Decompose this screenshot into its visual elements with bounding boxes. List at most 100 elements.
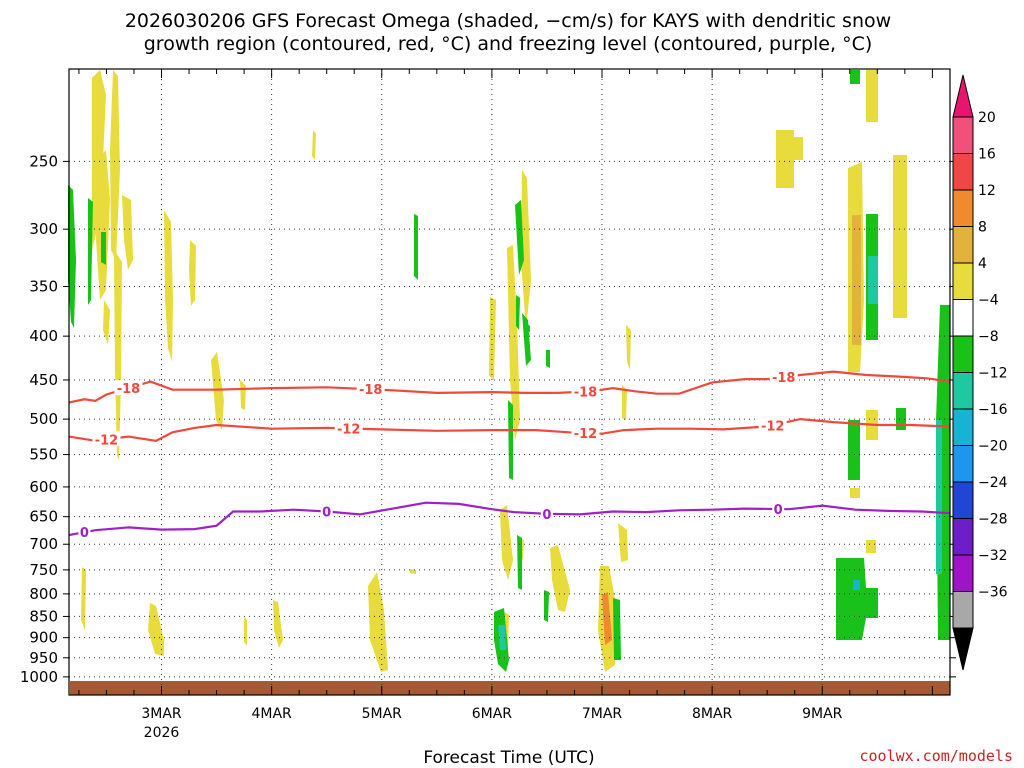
colorbar-level-label: −24: [978, 475, 1008, 491]
y-tick-label: 900: [29, 629, 58, 647]
omega-fill-moderate-ascent: [602, 592, 612, 645]
contour-label-bg: [571, 424, 600, 440]
y-tick-label: 250: [29, 152, 58, 170]
chart-title-line2: growth region (contoured, red, °C) and f…: [144, 33, 873, 55]
y-tick-label: 300: [29, 220, 58, 238]
contour-label: 0: [322, 505, 331, 520]
colorbar-segment: [952, 445, 974, 483]
contour-label: -12: [337, 423, 361, 438]
contour-label: -12: [761, 419, 785, 434]
y-axis: 250 300 350 400 450 500 550 600 650 700 750 800 850 9…: [20, 152, 956, 686]
contour-label: -18: [574, 386, 598, 401]
contour-label: -18: [117, 382, 141, 397]
contour-label: -18: [359, 383, 383, 398]
contour-label-bg: [758, 417, 787, 433]
contour-label: -18: [772, 371, 796, 386]
y-tick-label: 600: [29, 478, 58, 496]
y-tick-label: 550: [29, 446, 58, 464]
x-tick-label: 5MAR: [362, 706, 403, 722]
y-tick-label: 750: [29, 561, 58, 579]
y-tick-label: 1000: [20, 668, 58, 686]
y-tick-label: 800: [29, 585, 58, 603]
x-tick-label: 9MAR: [802, 706, 843, 722]
omega-fill-6mar-green: [414, 200, 621, 672]
x-axis-label: Forecast Time (UTC): [423, 748, 594, 768]
contour-label-bg: [769, 369, 798, 385]
temperature-contours: -18 -18 -18 -18 -12 -12 -12 -12 0 0 0 0: [68, 369, 951, 541]
colorbar-segment: [952, 408, 974, 446]
colorbar-level-label: −4: [978, 293, 999, 309]
contour-label-bg: [772, 501, 785, 517]
colorbar-segment: [952, 262, 974, 300]
contour-label-bg: [540, 505, 553, 521]
contour-label: 0: [542, 508, 551, 523]
contour-label-bg: [356, 381, 385, 397]
y-tick-label: 850: [29, 607, 58, 625]
colorbar-segment: [952, 153, 974, 191]
x-tick-label: 4MAR: [251, 706, 292, 722]
y-tick-label: 450: [29, 371, 58, 389]
colorbar-level-label: −28: [978, 512, 1008, 528]
y-tick-label: 650: [29, 508, 58, 526]
omega-fill-right-yellow: [776, 70, 907, 553]
omega-fill-moderate-ascent-dark: [852, 215, 861, 345]
omega-fill-strong-descent: [853, 580, 860, 590]
colorbar-segment: [952, 518, 974, 556]
colorbar-segment: [952, 335, 974, 373]
terrain-ground: [70, 681, 950, 695]
x-axis: 3MAR 4MAR 5MAR 6MAR 7MAR 8MAR 9MAR 2026: [78, 69, 933, 741]
contour-line: [68, 370, 951, 404]
colorbar-level-label: 16: [978, 147, 996, 163]
omega-shading-layer: [68, 70, 950, 672]
contour-label: -12: [574, 427, 598, 442]
y-tick-label: 950: [29, 649, 58, 667]
omega-fill-right-teal: [868, 256, 942, 574]
omega-fill-weak-ascent: [81, 70, 416, 672]
x-tick-label: 6MAR: [472, 706, 513, 722]
contour-label: 0: [80, 526, 89, 541]
colorbar-segment: [952, 372, 974, 410]
contour-label-bg: [571, 383, 600, 399]
contour-label-bg: [334, 420, 363, 436]
colorbar-segment: [952, 189, 974, 227]
colorbar-level-label: 8: [978, 220, 987, 236]
colorbar-segment: [952, 481, 974, 519]
contour-line: [68, 501, 951, 537]
contour-label-bg: [320, 503, 333, 519]
omega-fill-moderate-descent: [498, 625, 506, 650]
contour-label-bg: [114, 380, 143, 396]
y-tick-label: 350: [29, 277, 58, 295]
contour-label: 0: [774, 503, 783, 518]
omega-fill-weak-descent: [68, 185, 106, 328]
colorbar-top-arrow: [952, 74, 974, 118]
colorbar-level-label: 20: [978, 110, 996, 126]
colorbar-level-label: −12: [978, 366, 1008, 382]
colorbar: 20 16 12 8 4 −4 −8 −12 −16 −20 −24 −28 −32 −36: [952, 74, 1008, 671]
credit-text: coolwx.com/models: [859, 747, 1013, 765]
colorbar-segment: [952, 226, 974, 264]
x-tick-year-label: 2026: [144, 725, 180, 741]
colorbar-level-label: −8: [978, 329, 999, 345]
colorbar-level-label: 4: [978, 256, 987, 272]
x-tick-label: 3MAR: [141, 706, 182, 722]
contour-label: -12: [95, 433, 119, 448]
colorbar-level-label: −16: [978, 402, 1008, 418]
colorbar-level-label: −36: [978, 585, 1008, 601]
y-tick-label: 400: [29, 327, 58, 345]
x-tick-label: 8MAR: [692, 706, 733, 722]
chart-title-line1: 2026030206 GFS Forecast Omega (shaded, −…: [125, 10, 891, 32]
colorbar-level-label: −32: [978, 548, 1008, 564]
colorbar-segment: [952, 591, 974, 629]
colorbar-segment: [952, 116, 974, 154]
contour-line: [68, 417, 951, 442]
contour-label-bg: [92, 431, 121, 447]
y-tick-label: 500: [29, 410, 58, 428]
colorbar-level-label: 12: [978, 183, 996, 199]
contour-label-bg: [78, 524, 91, 540]
colorbar-bottom-arrow: [952, 627, 974, 671]
plot-frame: [68, 68, 951, 696]
colorbar-segment: [952, 554, 974, 592]
y-tick-label: 700: [29, 535, 58, 553]
colorbar-segment: [952, 299, 974, 337]
